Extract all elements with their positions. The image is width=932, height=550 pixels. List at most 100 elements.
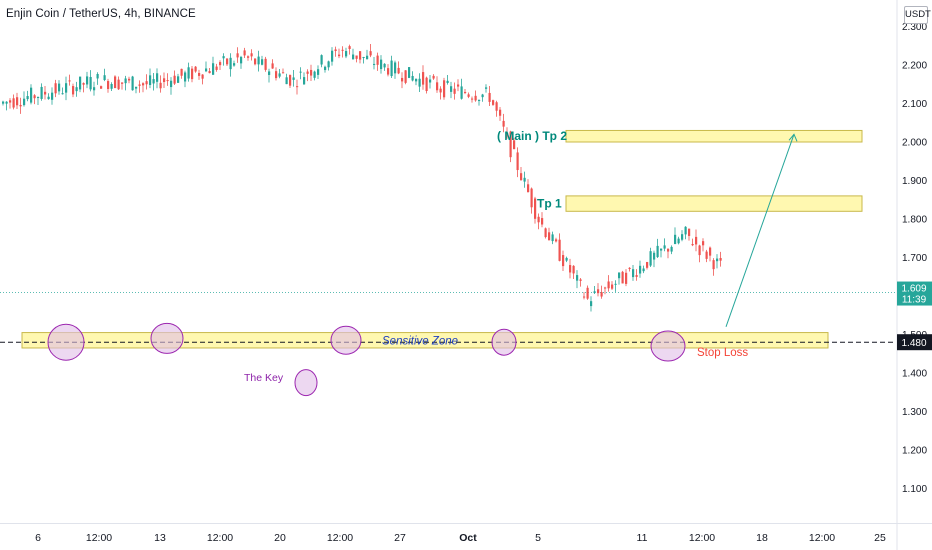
- candle-body: [635, 275, 638, 277]
- candle-body: [621, 271, 624, 284]
- candle-body: [117, 79, 120, 90]
- candle-body: [198, 72, 201, 76]
- candle-body: [432, 75, 435, 79]
- candle-body: [478, 100, 481, 102]
- candle-body: [264, 58, 267, 70]
- candle-body: [425, 77, 428, 92]
- candle-body: [152, 79, 155, 84]
- candle-body: [177, 76, 180, 83]
- candle-body: [499, 109, 502, 116]
- candle-body: [180, 68, 183, 76]
- candle-body: [226, 58, 229, 65]
- candle-body: [544, 228, 547, 238]
- candle-body: [705, 251, 708, 259]
- candle-body: [681, 234, 684, 240]
- y-tick-label: 2.200: [902, 61, 927, 72]
- candle-body: [457, 84, 460, 87]
- candle-body: [61, 93, 64, 95]
- candle-body: [653, 252, 656, 260]
- candle-body: [124, 78, 127, 84]
- candle-body: [58, 83, 61, 92]
- x-tick-label: 6: [35, 532, 41, 544]
- candle-body: [453, 88, 456, 94]
- candle-body: [75, 87, 78, 92]
- candle-body: [68, 80, 71, 82]
- candle-body: [23, 98, 26, 106]
- the-key-label: The Key: [244, 372, 284, 384]
- candle-body: [600, 292, 603, 297]
- x-tick-label: 27: [394, 532, 406, 544]
- stop-loss-label: Stop Loss: [697, 347, 748, 359]
- candle-body: [345, 51, 348, 57]
- candle-body: [138, 84, 141, 86]
- zone-box[interactable]: [565, 129, 863, 143]
- candle-body: [586, 287, 589, 299]
- candle-body: [611, 284, 614, 289]
- candle-body: [555, 239, 558, 242]
- candle-body: [607, 281, 610, 289]
- candle-body: [492, 100, 495, 105]
- candle-body: [257, 56, 260, 65]
- candle-body: [229, 57, 232, 70]
- candle-body: [30, 87, 33, 103]
- candle-body: [93, 87, 96, 91]
- candle-body: [604, 287, 607, 289]
- x-tick-label: 18: [756, 532, 768, 544]
- candle-body: [362, 56, 365, 58]
- candle-body: [614, 283, 617, 285]
- candle-body: [530, 188, 533, 208]
- zone-box[interactable]: [21, 332, 829, 349]
- touch-circle: [330, 325, 362, 355]
- candle-body: [390, 60, 393, 77]
- candle-body: [464, 91, 467, 93]
- candle-body: [156, 73, 159, 82]
- y-tick-label: 2.100: [902, 99, 927, 110]
- candle-body: [471, 98, 474, 100]
- candle-body: [439, 88, 442, 93]
- candle-body: [597, 289, 600, 294]
- tp2-label: ( Main ) Tp 2: [497, 129, 567, 143]
- candle-body: [236, 53, 239, 58]
- candle-body: [121, 82, 124, 84]
- candle-body: [285, 77, 288, 85]
- candle-body: [19, 104, 22, 107]
- candle-body: [2, 101, 5, 104]
- candle-body: [576, 275, 579, 281]
- candle-body: [380, 59, 383, 70]
- candle-body: [5, 101, 8, 104]
- candle-body: [369, 51, 372, 56]
- chart-title: Enjin Coin / TetherUS, 4h, BINANCE: [6, 8, 196, 20]
- candle-body: [107, 81, 110, 89]
- candle-body: [114, 76, 117, 89]
- candle-body: [240, 56, 243, 64]
- candle-body: [292, 77, 295, 80]
- x-tick-label: 12:00: [327, 532, 353, 544]
- currency-button[interactable]: USDT: [904, 6, 931, 24]
- candle-body: [135, 86, 138, 89]
- candle-body: [289, 75, 292, 86]
- candle-body: [26, 96, 29, 100]
- candle-body: [355, 55, 358, 59]
- candle-body: [86, 76, 89, 85]
- candle-body: [698, 245, 701, 256]
- candle-body: [100, 86, 103, 89]
- level-value: 1.480: [901, 338, 926, 349]
- candle-body: [513, 140, 516, 150]
- candle-body: [502, 120, 505, 127]
- candle-body: [324, 66, 327, 71]
- candle-body: [128, 78, 131, 81]
- candle-body: [334, 49, 337, 52]
- x-tick-label: 12:00: [809, 532, 835, 544]
- candle-body: [37, 97, 40, 99]
- candle-body: [415, 78, 418, 82]
- candle-body: [303, 77, 306, 85]
- candle-body: [625, 272, 628, 284]
- candle-body: [712, 260, 715, 270]
- zone-box[interactable]: [565, 195, 863, 212]
- candle-body: [569, 265, 572, 273]
- candle-body: [565, 257, 568, 261]
- candle-body: [474, 95, 477, 101]
- candle-body: [628, 267, 631, 270]
